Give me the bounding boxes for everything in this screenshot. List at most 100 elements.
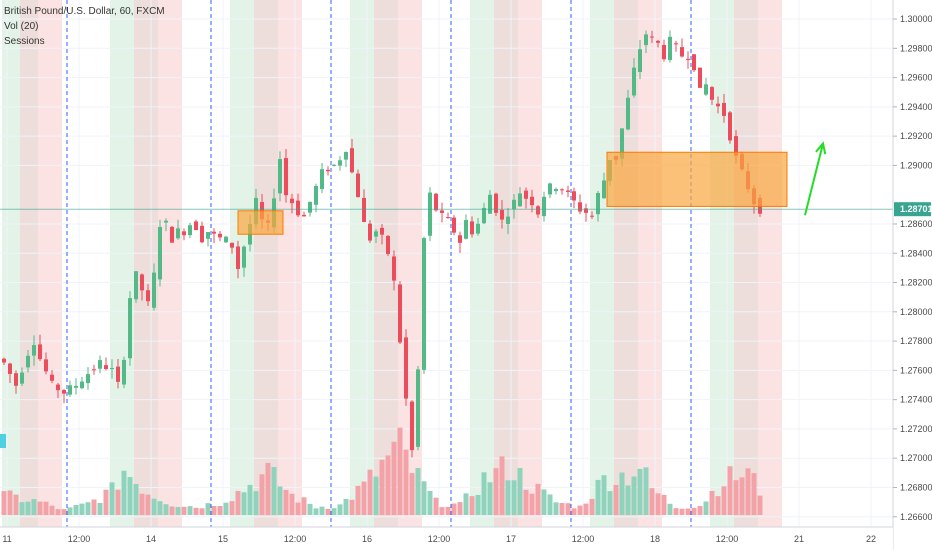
- support-resistance-zones[interactable]: [237, 151, 788, 235]
- volume-bar: [127, 477, 133, 515]
- price-tick-label: 1.27200: [900, 424, 932, 434]
- volume-bar: [13, 494, 19, 515]
- candle-body: [212, 231, 216, 234]
- volume-bar: [241, 492, 247, 515]
- session-band: [518, 0, 542, 527]
- volume-bar: [109, 482, 115, 515]
- volume-bar: [673, 508, 679, 515]
- time-tick-label: 21: [794, 534, 804, 544]
- legend-volume[interactable]: Vol (20): [4, 21, 39, 32]
- candle-body: [32, 345, 36, 356]
- candle-body: [398, 284, 402, 343]
- volume-bar: [679, 508, 685, 515]
- volume-bar: [511, 480, 517, 515]
- volume-bar: [295, 502, 301, 515]
- volume-bar: [175, 506, 181, 515]
- volume-bar: [409, 473, 415, 515]
- candle-body: [500, 209, 504, 220]
- candle-body: [434, 193, 438, 211]
- time-tick-label: 12:00: [284, 534, 307, 544]
- volume-bar: [685, 508, 691, 515]
- volume-bar: [91, 499, 97, 515]
- volume-bars: [1, 427, 763, 515]
- candle-body: [572, 191, 576, 201]
- volume-bar: [115, 489, 121, 515]
- candle-body: [422, 238, 426, 370]
- volume-bar: [61, 509, 67, 515]
- candle-body: [242, 246, 246, 268]
- candle-body: [392, 256, 396, 281]
- candle-body: [98, 360, 102, 369]
- candle-body: [8, 363, 12, 374]
- trend-arrow-head: [815, 141, 827, 155]
- candle-body: [176, 228, 180, 239]
- price-tick-label: 1.28000: [900, 307, 932, 317]
- volume-bar: [631, 476, 637, 515]
- volume-bar: [547, 494, 553, 515]
- price-tick-label: 1.27600: [900, 365, 932, 375]
- candle-body: [566, 190, 570, 192]
- volume-bar: [733, 480, 739, 515]
- session-band: [38, 0, 62, 527]
- volume-bar: [697, 506, 703, 515]
- volume-bar: [289, 493, 295, 515]
- volume-bar: [445, 506, 451, 515]
- volume-bar: [367, 469, 373, 515]
- candle-body: [464, 220, 468, 239]
- candlesticks: [2, 30, 762, 458]
- price-tick-label: 1.29800: [900, 43, 932, 53]
- candle-body: [428, 192, 432, 236]
- volume-bar: [649, 488, 655, 515]
- volume-bar: [427, 490, 433, 515]
- legend-sessions[interactable]: Sessions: [4, 36, 45, 47]
- volume-bar: [751, 473, 757, 515]
- volume-bar: [133, 484, 139, 515]
- volume-bar: [529, 493, 535, 515]
- price-zone: [606, 151, 788, 207]
- time-tick-label: 12:00: [68, 534, 91, 544]
- volume-bar: [253, 491, 259, 515]
- volume-bar: [325, 508, 331, 515]
- volume-bar: [7, 490, 13, 515]
- price-tick-label: 1.29200: [900, 131, 932, 141]
- candle-body: [524, 190, 528, 199]
- volume-bar: [559, 502, 565, 515]
- candle-body: [578, 202, 582, 212]
- price-tick-label: 1.27000: [900, 453, 932, 463]
- session-band: [710, 0, 734, 527]
- candle-body: [116, 366, 120, 382]
- volume-bar: [691, 507, 697, 515]
- candle-body: [86, 374, 90, 384]
- volume-bar: [247, 484, 253, 515]
- session-band: [734, 0, 758, 527]
- volume-bar: [43, 501, 49, 515]
- candle-body: [488, 194, 492, 214]
- candle-body: [56, 384, 60, 391]
- time-tick-label: 15: [218, 534, 228, 544]
- session-band: [278, 0, 302, 527]
- candle-body: [674, 43, 678, 45]
- volume-bar: [595, 479, 601, 515]
- volume-bar: [391, 441, 397, 515]
- candle-body: [296, 200, 300, 216]
- session-band: [110, 0, 134, 527]
- volume-bar: [355, 485, 361, 515]
- candle-body: [188, 225, 192, 236]
- time-axis-background: [0, 527, 893, 550]
- price-tick-label: 1.30000: [900, 14, 932, 24]
- candle-body: [368, 223, 372, 241]
- legend-symbol[interactable]: British Pound/U.S. Dollar, 60, FXCM: [4, 6, 165, 17]
- candle-body: [680, 47, 684, 57]
- candle-body: [200, 225, 204, 243]
- candle-body: [380, 227, 384, 235]
- trend-arrow[interactable]: [804, 141, 827, 216]
- candle-body: [542, 196, 546, 217]
- candle-body: [236, 246, 240, 269]
- volume-bar: [637, 468, 643, 515]
- volume-bar: [379, 459, 385, 515]
- volume-bar: [535, 483, 541, 515]
- volume-bar: [193, 507, 199, 515]
- volume-bar: [487, 482, 493, 515]
